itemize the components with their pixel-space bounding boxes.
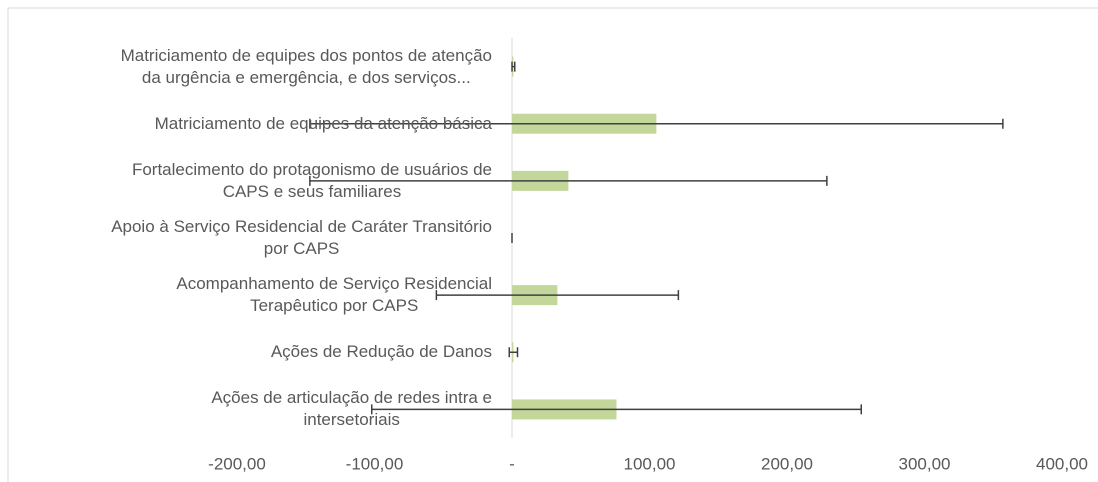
error-bar [371, 404, 862, 415]
x-tick-label: -200,00 [208, 454, 266, 473]
category-label: Matriciamento de equipes dos pontos de a… [120, 45, 492, 87]
x-tick-label: 400,00 [1036, 454, 1088, 473]
category-label: Acompanhamento de Serviço Residencial Te… [176, 274, 492, 316]
category-label: Apoio à Serviço Residencial de Caráter T… [111, 217, 492, 258]
category-label: Ações de Redução de Danos [270, 342, 492, 362]
category-label: Fortalecimento do protagonismo de usuári… [131, 159, 492, 201]
error-bar [309, 175, 828, 186]
error-bar [309, 118, 1004, 129]
x-tick-label: - [509, 454, 515, 473]
error-bar [435, 290, 680, 301]
error-bar [508, 347, 519, 358]
error-bar [511, 61, 516, 72]
category-label: Matriciamento de equipes da atenção bási… [154, 113, 492, 133]
category-label: Ações de articulação de redes intra e in… [211, 388, 492, 430]
x-tick-label: -100,00 [346, 454, 404, 473]
x-tick-label: 100,00 [624, 454, 676, 473]
x-tick-label: 200,00 [761, 454, 813, 473]
x-tick-label: 300,00 [899, 454, 951, 473]
